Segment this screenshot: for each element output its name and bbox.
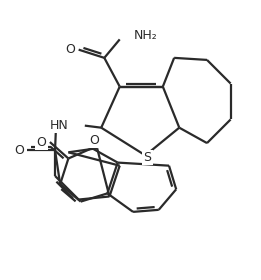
Text: HN: HN (50, 119, 68, 132)
Text: O: O (14, 144, 24, 157)
Text: O: O (89, 134, 99, 146)
Text: O: O (66, 43, 75, 56)
Text: O: O (37, 136, 47, 149)
Text: NH₂: NH₂ (134, 29, 158, 42)
Text: S: S (144, 151, 151, 164)
